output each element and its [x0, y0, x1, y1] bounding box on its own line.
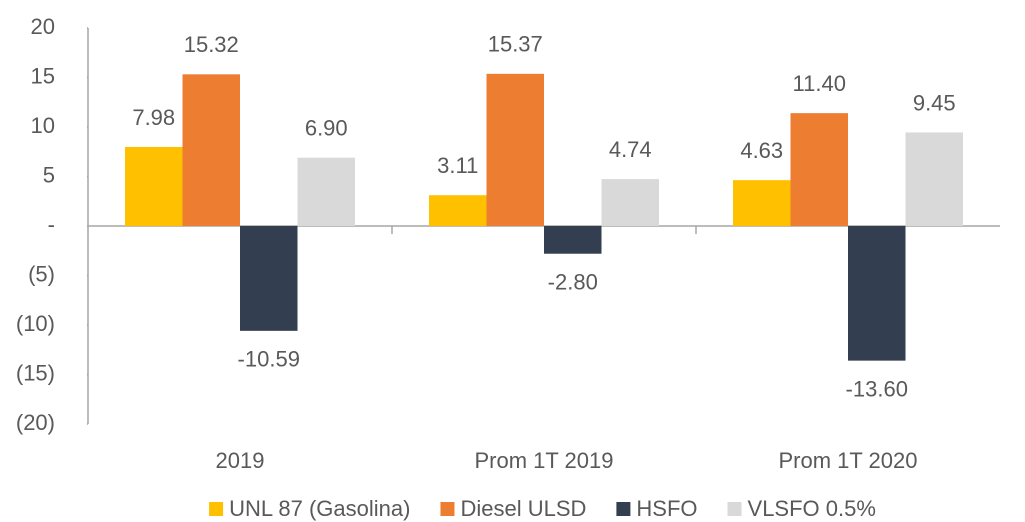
y-tick-label: 20 [31, 14, 55, 39]
data-label: 4.63 [740, 138, 783, 163]
legend-swatch [616, 502, 631, 516]
data-label: 7.98 [132, 105, 175, 130]
legend-swatch [727, 502, 742, 516]
bar [125, 146, 183, 226]
data-label: 3.11 [437, 153, 478, 178]
y-tick-label: (5) [28, 261, 55, 286]
y-tick-label: (10) [16, 311, 55, 336]
bar [905, 132, 963, 226]
data-label: 11.40 [793, 71, 846, 96]
legend-swatch [440, 502, 455, 516]
y-tick-label: 10 [31, 113, 55, 138]
x-tick-label: 2019 [216, 448, 265, 473]
legend-label: HSFO [636, 496, 697, 521]
legend-label: Diesel ULSD [460, 496, 586, 521]
legend-label: UNL 87 (Gasolina) [229, 496, 410, 521]
bar [297, 157, 355, 226]
data-label: 9.45 [913, 90, 956, 115]
bar [240, 226, 298, 331]
x-tick-label: Prom 1T 2020 [778, 448, 917, 473]
bar [544, 226, 602, 254]
data-label: 4.74 [609, 137, 652, 162]
legend-label: VLSFO 0.5% [748, 496, 876, 521]
bar [182, 74, 240, 226]
data-label: 15.32 [184, 32, 239, 57]
data-label: 6.90 [305, 116, 348, 141]
legend-swatch [209, 502, 224, 516]
y-tick-label: (20) [16, 410, 55, 435]
data-label: -2.80 [548, 270, 598, 295]
y-tick-label: 5 [43, 162, 55, 187]
bar [486, 73, 544, 226]
bar [733, 180, 791, 226]
data-label: -10.59 [238, 347, 300, 372]
y-tick-label: (15) [16, 360, 55, 385]
data-label: -13.60 [846, 376, 908, 401]
x-tick-label: Prom 1T 2019 [474, 448, 613, 473]
y-tick-label: - [48, 212, 55, 237]
bar [790, 113, 848, 226]
bar [601, 179, 659, 226]
y-tick-label: 15 [31, 63, 55, 88]
bar [429, 195, 487, 226]
data-label: 15.37 [488, 32, 543, 57]
bar [848, 226, 906, 361]
